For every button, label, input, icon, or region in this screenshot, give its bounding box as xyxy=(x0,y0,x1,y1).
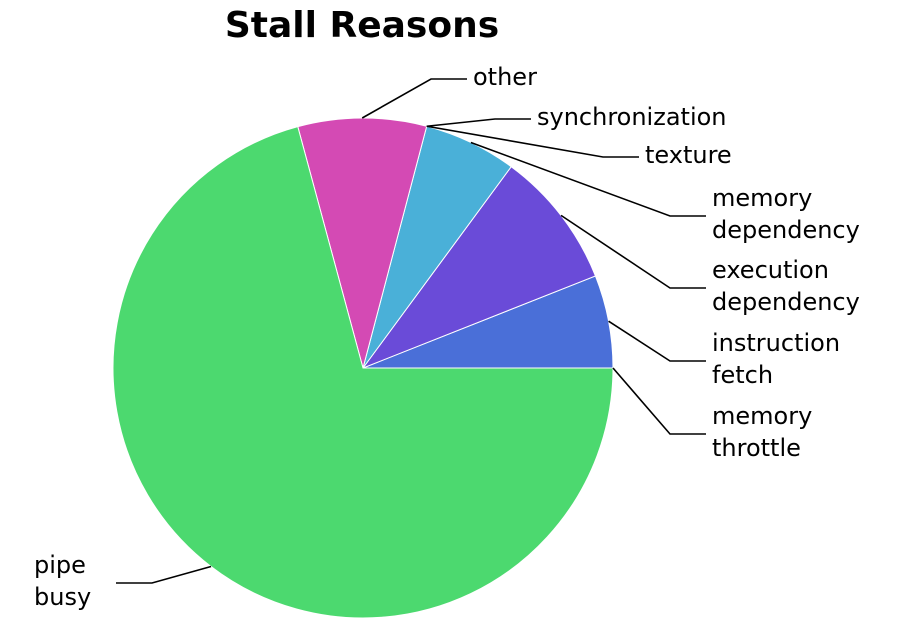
slice-label-memory-throttle: memory throttle xyxy=(712,402,812,462)
pie-slice-pipe-busy xyxy=(112,126,614,619)
slice-label-synchronization: synchronization xyxy=(537,103,727,131)
slice-label-texture: texture xyxy=(645,141,732,169)
slice-label-other: other xyxy=(473,63,537,91)
slice-label-instruction-fetch: instruction fetch xyxy=(712,329,840,389)
leader-lines xyxy=(116,78,706,584)
chart-title: Stall Reasons xyxy=(225,5,499,46)
leader-line-synchronization xyxy=(426,118,531,128)
pie-slices xyxy=(112,117,614,619)
pie-slice-execution-dependency xyxy=(361,165,597,370)
slice-labels: memory throttle instruction fetch execution d… xyxy=(34,63,860,611)
slice-label-pipe-busy: pipe busy xyxy=(34,551,91,611)
leader-line-pipe-busy xyxy=(116,565,212,584)
leader-line-instruction-fetch xyxy=(608,320,706,362)
leader-line-execution-dependency xyxy=(560,214,706,289)
slice-label-memory-dependency: memory dependency xyxy=(712,184,860,244)
leader-line-memory-throttle xyxy=(612,367,706,435)
leader-line-texture xyxy=(426,125,639,158)
leader-line-memory-dependency xyxy=(470,141,706,217)
slice-label-execution-dependency: execution dependency xyxy=(712,256,860,316)
leader-line-other xyxy=(361,78,467,119)
